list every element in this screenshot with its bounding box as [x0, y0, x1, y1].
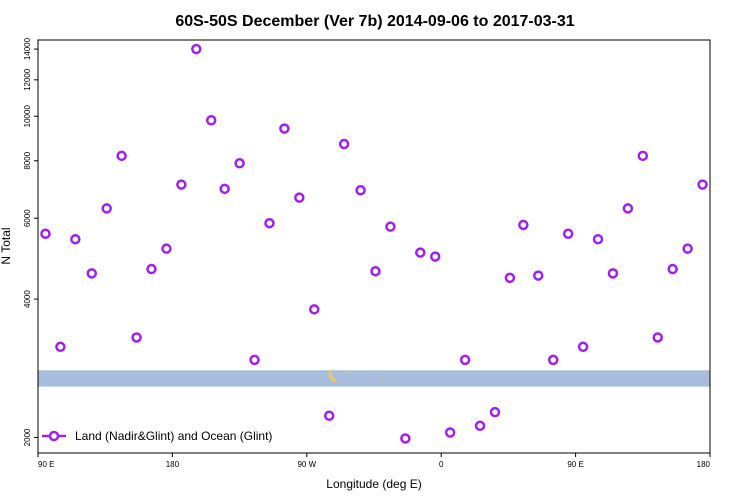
y-tick-label: 4000 — [23, 290, 32, 308]
y-tick-label: 6000 — [23, 209, 32, 227]
data-point — [504, 272, 516, 284]
x-tick-label: 180 — [166, 460, 180, 469]
data-point — [101, 203, 112, 214]
data-point — [279, 123, 290, 134]
data-point — [294, 192, 305, 203]
data-point — [429, 251, 441, 262]
y-tick-label: 8000 — [23, 151, 32, 169]
data-point — [309, 304, 320, 315]
data-point — [205, 114, 217, 126]
legend-marker — [48, 430, 60, 442]
data-point — [592, 233, 604, 245]
data-point — [40, 228, 51, 239]
y-tick-label: 12000 — [23, 68, 32, 91]
data-point — [385, 221, 396, 232]
data-point — [176, 179, 187, 190]
data-point — [86, 268, 98, 279]
data-point — [652, 332, 663, 343]
data-point — [518, 219, 529, 231]
land-islet — [381, 379, 383, 381]
data-point — [682, 243, 693, 254]
data-point — [146, 263, 157, 275]
x-axis-label: Longitude (deg E) — [326, 477, 421, 491]
x-tick-label: 0 — [439, 460, 444, 469]
data-point — [161, 243, 172, 254]
data-point — [547, 354, 559, 366]
data-point — [264, 217, 275, 229]
plot-frame — [37, 39, 711, 454]
data-point — [219, 183, 230, 195]
ocean-band — [38, 370, 710, 387]
data-point — [637, 150, 649, 162]
data-point — [400, 433, 411, 444]
y-tick-label: 14000 — [23, 37, 32, 60]
data-point — [533, 270, 544, 281]
data-point — [131, 332, 142, 343]
x-tick-label: 90 E — [567, 460, 583, 469]
data-point — [607, 268, 619, 279]
data-point — [459, 354, 471, 366]
land-islet — [347, 371, 350, 374]
x-axis: 90 E 180 90 W 0 90 E 180 — [37, 453, 711, 469]
y-axis: 2000 4000 6000 8000 10000 12000 14000 — [23, 37, 38, 446]
data-point — [415, 247, 426, 258]
data-point — [338, 138, 350, 150]
data-point — [474, 420, 486, 432]
data-point — [562, 228, 574, 239]
data-point — [355, 185, 366, 196]
y-tick-label: 2000 — [23, 428, 32, 446]
data-point — [622, 203, 634, 214]
data-point — [70, 233, 81, 245]
data-point — [323, 410, 335, 421]
x-tick-label: 180 — [697, 460, 711, 469]
data-point — [577, 341, 589, 353]
data-point — [234, 158, 245, 169]
land-patch — [328, 370, 338, 383]
data-point — [444, 427, 456, 438]
data-point — [489, 406, 501, 418]
data-point — [697, 179, 708, 190]
data-point — [667, 263, 678, 275]
legend: Land (Nadir&Glint) and Ocean (Glint) — [42, 429, 272, 443]
data-point — [116, 150, 127, 162]
data-point — [249, 354, 260, 366]
x-tick-label: 90 W — [297, 460, 316, 469]
y-axis-label: N Total — [0, 227, 13, 264]
data-point — [370, 265, 381, 277]
chart-title: 60S-50S December (Ver 7b) 2014-09-06 to … — [175, 13, 574, 30]
data-point — [191, 43, 202, 55]
data-point — [55, 341, 66, 353]
plot-area — [38, 43, 710, 444]
x-tick-label: 90 E — [38, 460, 54, 469]
y-tick-label: 10000 — [23, 105, 32, 128]
legend-label: Land (Nadir&Glint) and Ocean (Glint) — [75, 429, 272, 443]
